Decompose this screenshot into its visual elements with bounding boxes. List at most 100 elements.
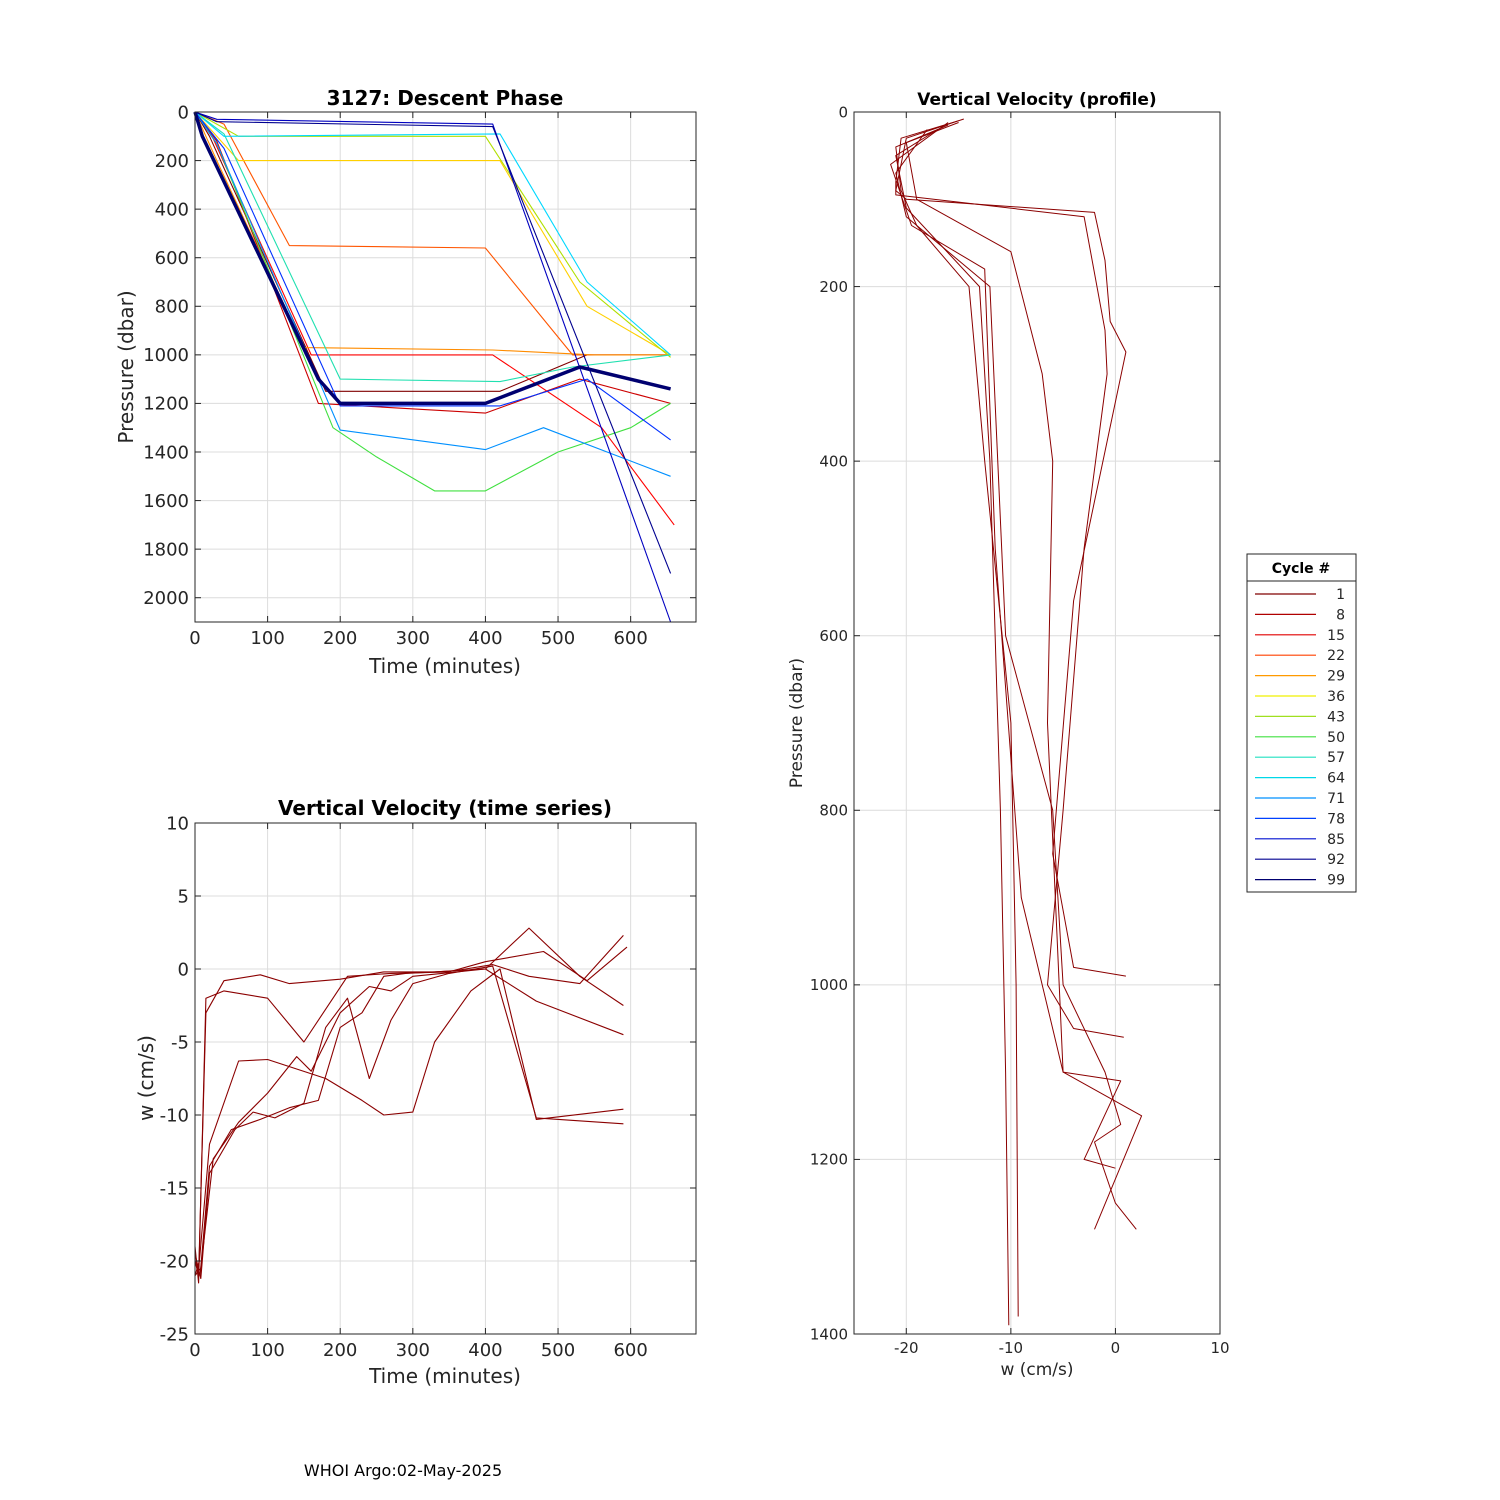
descent-title: 3127: Descent Phase <box>327 86 564 110</box>
velocity-profile-title: Vertical Velocity (profile) <box>917 90 1156 110</box>
x-tick-label: -10 <box>999 1339 1024 1357</box>
legend-label: 85 <box>1327 832 1345 848</box>
x-tick-label: 10 <box>1210 1339 1229 1357</box>
descent-lines <box>193 111 675 623</box>
x-tick-label: 0 <box>189 1340 200 1361</box>
velocity-time-plot-frame <box>194 822 697 1335</box>
y-tick-label: 400 <box>155 199 189 220</box>
series-line-12 <box>194 111 671 441</box>
y-tick-label: 1200 <box>810 1151 848 1169</box>
legend-label: 43 <box>1327 709 1345 725</box>
y-tick-label: 1800 <box>143 539 189 560</box>
legend-title: Cycle # <box>1272 561 1331 577</box>
y-tick-label: 800 <box>155 297 189 318</box>
legend-box <box>1246 553 1357 893</box>
series-line-6 <box>194 965 624 1280</box>
velocity-time-lines <box>194 927 628 1284</box>
descent-panel: 3127: Descent Phase 0 100 200 300 400 500 600 0… <box>114 86 697 678</box>
y-tick-label: 1000 <box>810 976 848 994</box>
series-line-5 <box>194 111 671 356</box>
y-tick-label: -20 <box>160 1251 189 1272</box>
series-line-3 <box>895 124 1019 1317</box>
x-tick-label: 500 <box>541 1340 575 1361</box>
descent-plot-frame <box>194 111 697 623</box>
series-line-2 <box>895 120 1124 1038</box>
y-tick-label: 1400 <box>143 442 189 463</box>
series-line-11 <box>194 111 671 477</box>
series-line-8 <box>194 111 671 492</box>
velocity-profile-ylabel: Pressure (dbar) <box>787 658 807 788</box>
y-tick-label: 0 <box>178 102 189 123</box>
y-tick-label: 600 <box>155 248 189 269</box>
velocity-time-ylabel: w (cm/s) <box>134 1035 158 1121</box>
legend-label: 1 <box>1336 587 1345 603</box>
legend-label: 29 <box>1327 669 1345 685</box>
series-line-9 <box>194 111 671 383</box>
descent-ylabel: Pressure (dbar) <box>114 290 138 443</box>
velocity-profile-xlabel: w (cm/s) <box>1000 1360 1073 1380</box>
legend-label: 8 <box>1336 607 1345 623</box>
y-tick-label: 200 <box>819 278 848 296</box>
velocity-time-ticks: 0 100 200 300 400 500 600 10 5 0 -5 -10 -15 -20 -25 <box>160 813 696 1361</box>
x-tick-label: 300 <box>396 1340 430 1361</box>
series-line-5 <box>194 935 624 1277</box>
velocity-time-xlabel: Time (minutes) <box>368 1364 521 1388</box>
x-tick-label: 100 <box>250 1340 284 1361</box>
velocity-time-panel: Vertical Velocity (time series) 0 100 200 3… <box>134 796 697 1388</box>
series-line-4 <box>895 129 1010 1326</box>
x-tick-label: 200 <box>323 628 357 649</box>
series-line-10 <box>194 111 671 356</box>
y-tick-label: -25 <box>160 1324 189 1345</box>
series-line-13 <box>194 111 672 623</box>
y-tick-label: -15 <box>160 1178 189 1199</box>
legend-label: 64 <box>1327 771 1345 787</box>
x-tick-label: -20 <box>894 1339 919 1357</box>
legend-label: 99 <box>1327 873 1345 889</box>
velocity-profile-plot-frame <box>853 111 1221 1335</box>
y-tick-label: 800 <box>819 802 848 820</box>
y-tick-label: 400 <box>819 452 848 470</box>
y-tick-label: 200 <box>155 151 189 172</box>
series-line-6 <box>194 111 671 356</box>
descent-xlabel: Time (minutes) <box>368 654 521 678</box>
legend-entries: 1 8 15 22 29 36 43 50 57 64 71 78 85 92 99 <box>1255 587 1345 889</box>
series-line-7 <box>194 111 671 358</box>
velocity-profile-panel: Vertical Velocity (profile) -20 -10 0 10 0 20… <box>787 90 1230 1380</box>
x-tick-label: 300 <box>396 628 430 649</box>
x-tick-label: 100 <box>250 628 284 649</box>
legend: Cycle # 1 8 15 22 29 36 43 50 57 64 71 78 85 92 99 <box>1246 553 1357 893</box>
y-tick-label: 600 <box>819 627 848 645</box>
legend-label: 50 <box>1327 730 1345 746</box>
x-tick-label: 200 <box>323 1340 357 1361</box>
legend-label: 22 <box>1327 648 1345 664</box>
series-line-14 <box>193 111 672 406</box>
series-line-2 <box>194 946 628 1284</box>
x-tick-label: 500 <box>541 628 575 649</box>
velocity-time-title: Vertical Velocity (time series) <box>278 796 612 820</box>
velocity-profile-lines <box>890 118 1143 1326</box>
x-tick-label: 0 <box>189 628 200 649</box>
x-tick-label: 600 <box>613 1340 647 1361</box>
y-tick-label: -5 <box>171 1032 189 1053</box>
legend-label: 78 <box>1327 811 1345 827</box>
legend-label: 15 <box>1327 628 1345 644</box>
y-tick-label: -10 <box>160 1105 189 1126</box>
y-tick-label: 0 <box>838 103 848 121</box>
y-tick-label: 1200 <box>143 394 189 415</box>
series-line-7 <box>895 129 1137 1230</box>
legend-label: 71 <box>1327 791 1345 807</box>
y-tick-label: 1400 <box>810 1325 848 1343</box>
y-tick-label: 5 <box>178 886 189 907</box>
descent-ticks: 0 100 200 300 400 500 600 0 200 400 600 800 1000 1200… <box>143 102 696 649</box>
legend-label: 92 <box>1327 852 1345 868</box>
y-tick-label: 0 <box>178 959 189 980</box>
x-tick-label: 400 <box>468 1340 502 1361</box>
x-tick-label: 600 <box>613 628 647 649</box>
legend-label: 36 <box>1327 689 1345 705</box>
series-line-15 <box>194 111 672 574</box>
x-tick-label: 400 <box>468 628 502 649</box>
series-line-6 <box>905 122 1122 1169</box>
legend-label: 57 <box>1327 750 1345 766</box>
x-tick-label: 0 <box>1111 1339 1121 1357</box>
